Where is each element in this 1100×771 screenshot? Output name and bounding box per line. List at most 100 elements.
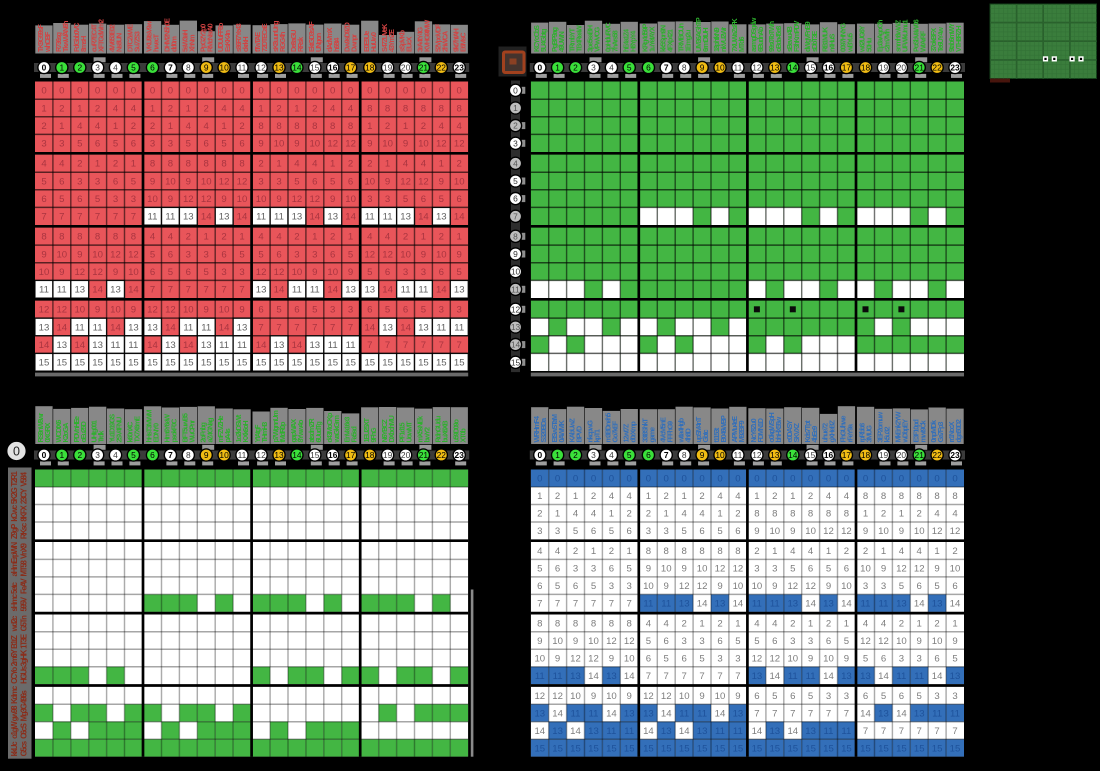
svg-text:5: 5	[790, 564, 795, 575]
svg-text:12: 12	[39, 305, 50, 316]
svg-text:11: 11	[93, 322, 103, 333]
svg-text:15: 15	[39, 358, 50, 369]
svg-text:6: 6	[77, 194, 82, 205]
svg-text:atsdmZR: atsdmZR	[307, 418, 316, 443]
svg-text:8: 8	[186, 63, 191, 73]
svg-text:15: 15	[552, 743, 563, 754]
svg-text:0: 0	[204, 86, 209, 97]
svg-text:6: 6	[95, 139, 100, 150]
svg-text:S47ZUVeK: S47ZUVeK	[380, 23, 389, 52]
svg-text:V584: V584	[20, 471, 29, 486]
svg-text:4: 4	[276, 232, 282, 243]
svg-text:12: 12	[769, 653, 780, 664]
svg-text:11: 11	[624, 726, 634, 737]
svg-text:12: 12	[643, 691, 654, 702]
svg-text:0: 0	[13, 445, 20, 459]
svg-text:5etc: 5etc	[10, 581, 19, 594]
svg-text:11: 11	[571, 708, 581, 719]
svg-text:8: 8	[537, 618, 542, 629]
svg-text:7: 7	[168, 63, 173, 73]
svg-text:18phtkN9: 18phtkN9	[712, 27, 721, 52]
svg-text:14: 14	[400, 322, 411, 333]
svg-text:3: 3	[646, 526, 651, 537]
svg-text:2: 2	[150, 121, 155, 132]
svg-text:5: 5	[627, 63, 632, 73]
svg-text:5: 5	[258, 249, 263, 260]
svg-text:5: 5	[699, 653, 704, 664]
svg-text:1: 1	[555, 509, 560, 520]
svg-text:wDbpEY: wDbpEY	[901, 419, 910, 444]
svg-text:15: 15	[769, 743, 780, 754]
svg-text:4: 4	[348, 103, 354, 114]
svg-text:3: 3	[952, 691, 957, 702]
svg-text:1: 1	[131, 159, 136, 170]
svg-text:10: 10	[237, 194, 248, 205]
svg-text:5: 5	[330, 176, 335, 187]
svg-text:15: 15	[400, 358, 411, 369]
svg-text:14: 14	[418, 212, 429, 223]
svg-text:1: 1	[844, 618, 849, 629]
svg-text:4: 4	[457, 121, 463, 132]
svg-text:8msH: 8msH	[79, 36, 88, 52]
svg-text:3: 3	[591, 63, 596, 73]
svg-text:6: 6	[735, 526, 740, 537]
svg-text:12: 12	[588, 653, 599, 664]
svg-text:7: 7	[826, 708, 831, 719]
svg-text:19: 19	[879, 450, 889, 460]
svg-text:5: 5	[664, 653, 669, 664]
svg-text:0: 0	[917, 474, 922, 485]
svg-text:7: 7	[844, 708, 849, 719]
svg-text:10: 10	[309, 139, 320, 150]
svg-text:15: 15	[624, 743, 635, 754]
svg-text:8: 8	[439, 103, 444, 114]
svg-text:6: 6	[41, 194, 46, 205]
svg-text:12: 12	[110, 249, 121, 260]
svg-text:3EP2omuw: 3EP2omuw	[876, 411, 885, 442]
svg-text:2: 2	[168, 103, 173, 114]
svg-text:9: 9	[204, 450, 209, 460]
svg-text:9: 9	[844, 653, 849, 664]
svg-text:2: 2	[41, 121, 46, 132]
svg-text:VPwVCG: VPwVCG	[593, 26, 602, 52]
svg-text:17: 17	[346, 63, 356, 73]
svg-text:2: 2	[717, 618, 722, 629]
svg-text:15: 15	[345, 358, 356, 369]
svg-text:6: 6	[276, 249, 281, 260]
svg-text:2: 2	[735, 509, 740, 520]
svg-text:4: 4	[113, 103, 119, 114]
svg-text:2: 2	[754, 546, 759, 557]
svg-text:6: 6	[330, 249, 335, 260]
svg-text:13: 13	[274, 63, 284, 73]
svg-text:0: 0	[646, 474, 651, 485]
svg-text:3: 3	[627, 581, 632, 592]
svg-text:16: 16	[328, 450, 338, 460]
svg-text:11: 11	[238, 63, 247, 73]
svg-text:3: 3	[457, 305, 462, 316]
svg-text:1: 1	[367, 121, 372, 132]
svg-text:2: 2	[204, 103, 209, 114]
svg-text:1: 1	[699, 618, 704, 629]
svg-text:7: 7	[934, 726, 939, 737]
svg-text:3: 3	[131, 194, 136, 205]
svg-text:DXbchMU: DXbchMU	[387, 415, 396, 442]
svg-text:FDMN1D: FDMN1D	[756, 418, 765, 442]
svg-text:0: 0	[312, 86, 317, 97]
svg-text:1EU25XT: 1EU25XT	[362, 417, 371, 442]
svg-text:14: 14	[661, 708, 672, 719]
svg-text:s86R7Ye43: s86R7Ye43	[234, 23, 243, 52]
svg-text:9: 9	[917, 636, 922, 647]
svg-text:4: 4	[59, 159, 65, 170]
svg-text:3: 3	[591, 450, 596, 460]
svg-text:13: 13	[128, 322, 139, 333]
svg-text:FeAV: FeAV	[20, 577, 29, 594]
svg-text:3: 3	[95, 450, 100, 460]
svg-text:PgBP9ag: PgBP9ag	[550, 27, 559, 52]
svg-text:1: 1	[772, 546, 777, 557]
svg-text:Gbtc: Gbtc	[701, 429, 710, 442]
svg-text:10: 10	[110, 305, 121, 316]
svg-text:6: 6	[772, 636, 777, 647]
svg-text:11: 11	[715, 726, 725, 737]
svg-text:gapWAX: gapWAX	[289, 419, 298, 443]
svg-text:13: 13	[914, 708, 925, 719]
svg-text:13: 13	[860, 671, 871, 682]
